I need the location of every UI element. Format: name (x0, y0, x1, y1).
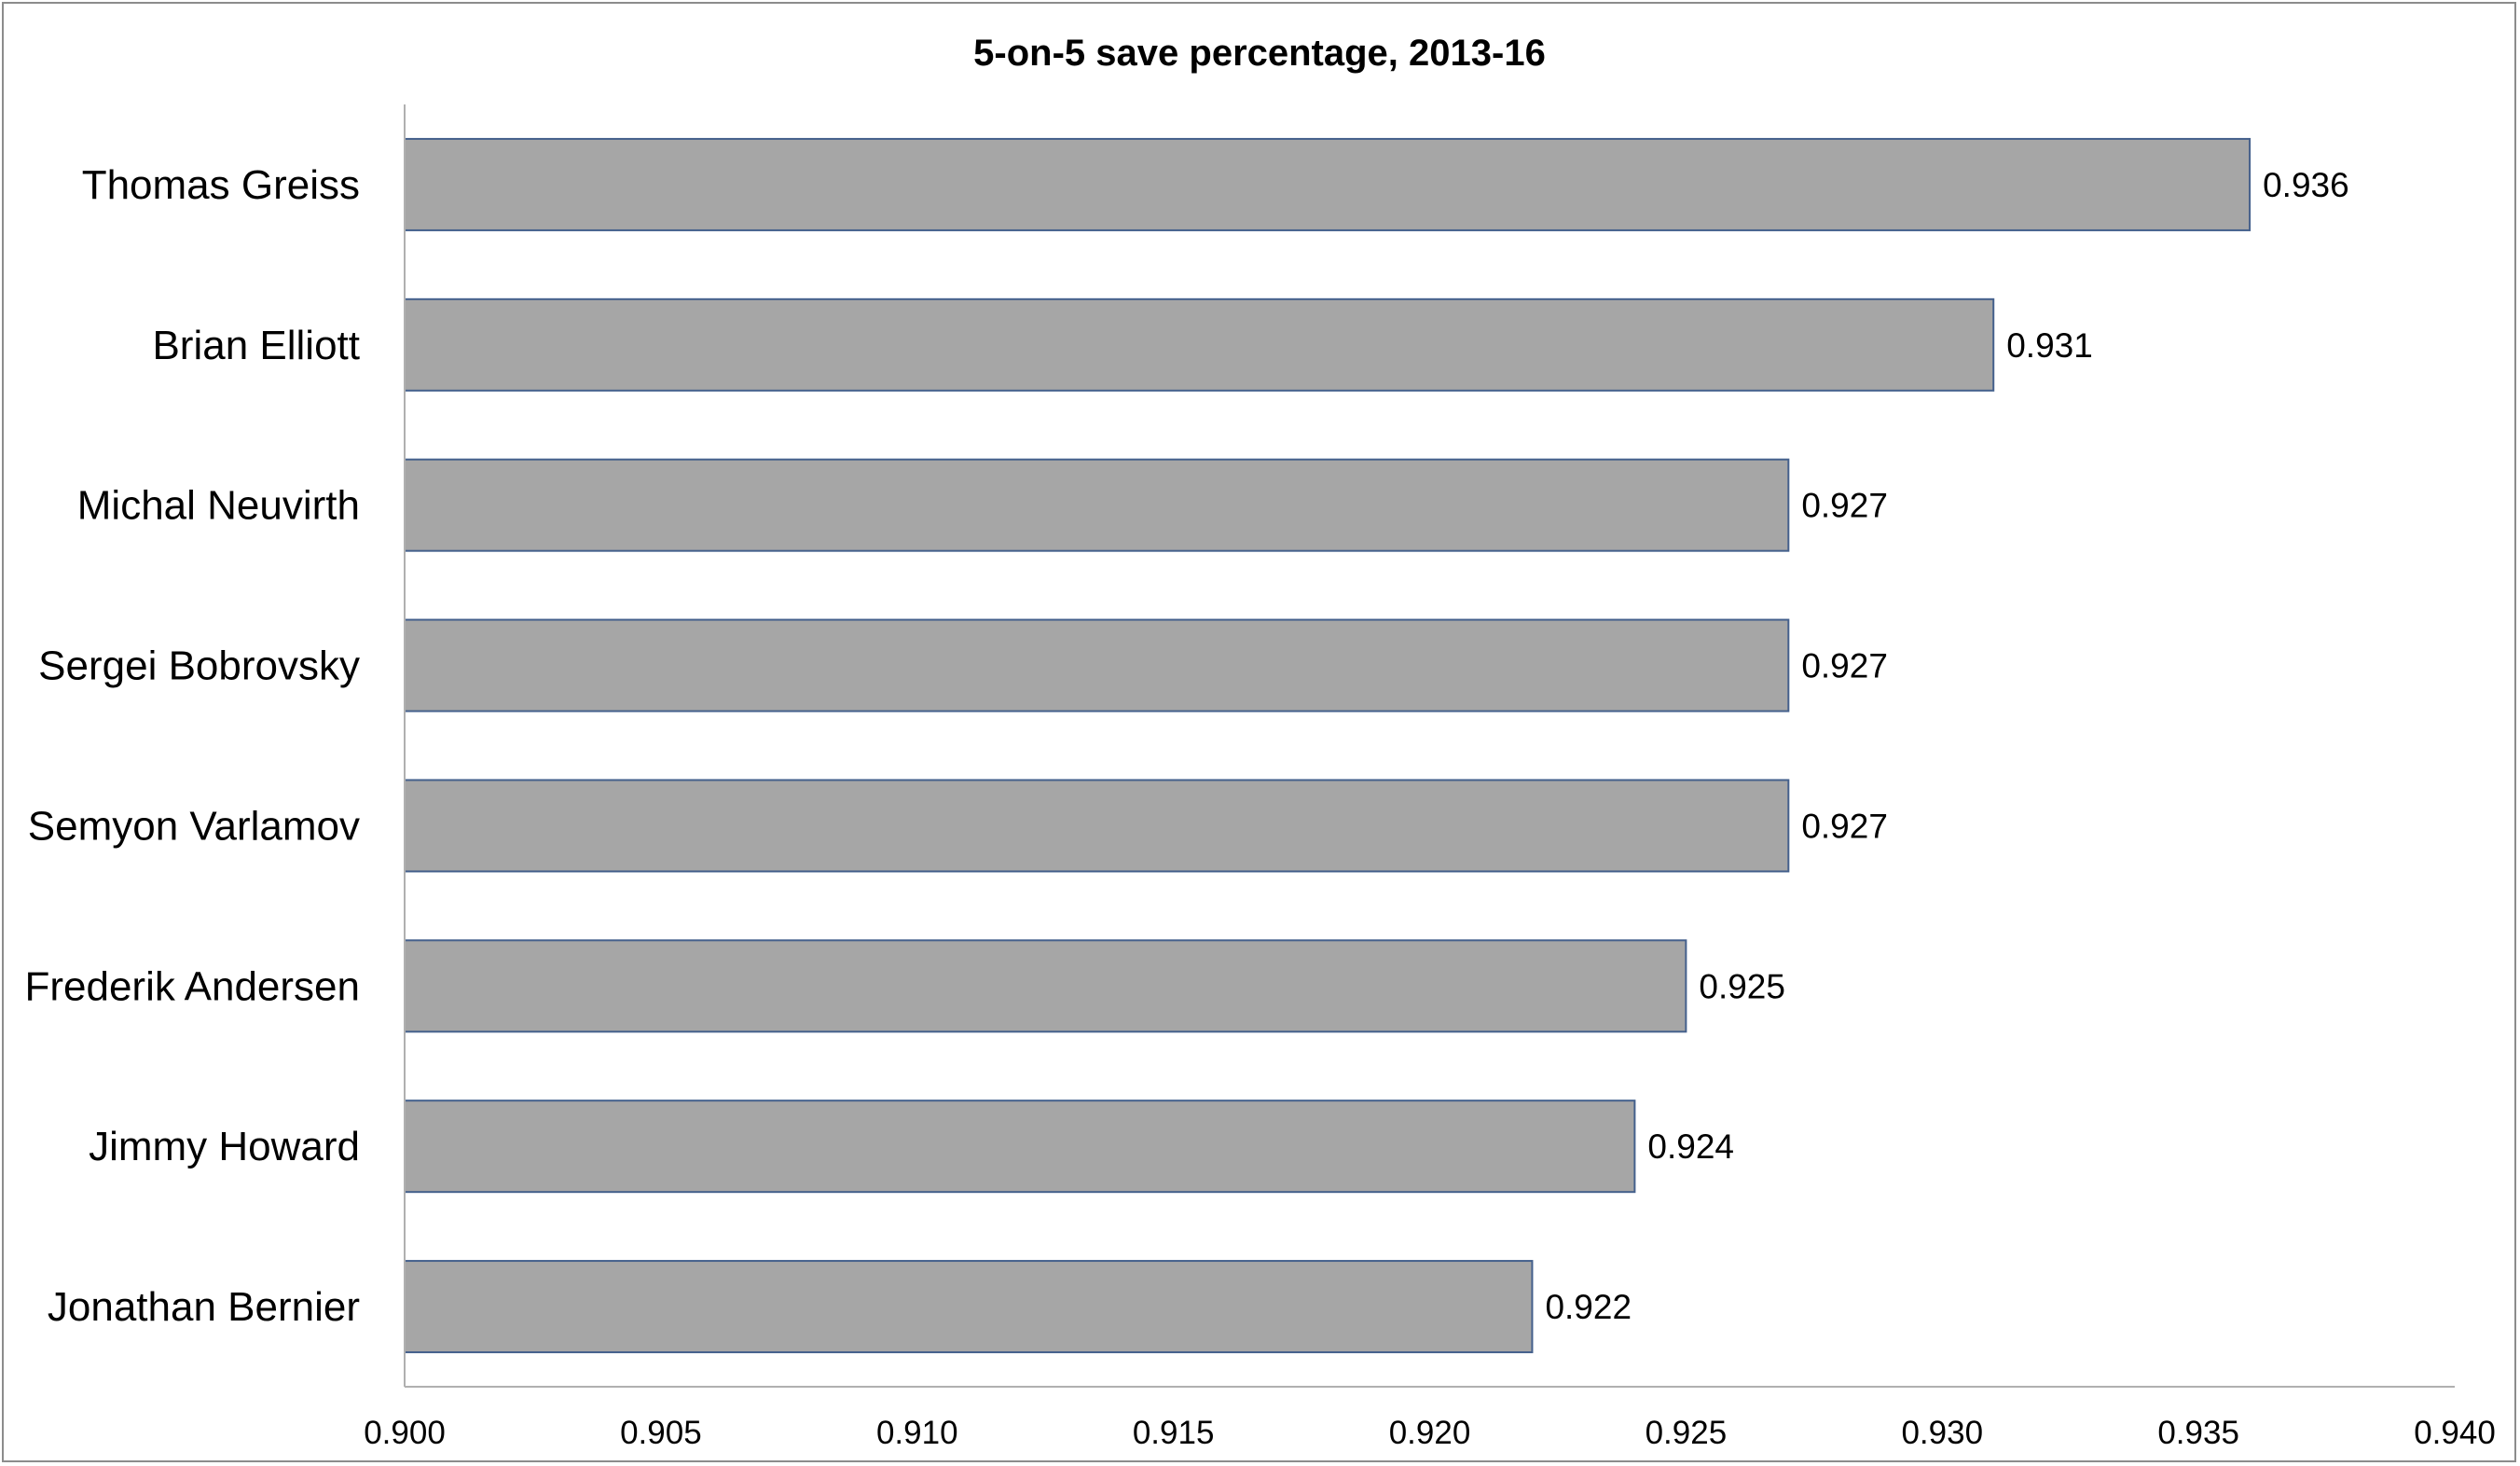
bar (404, 297, 1995, 392)
bars-group (404, 137, 2251, 1354)
category-label: Jonathan Bernier (48, 1284, 360, 1330)
data-label: 0.927 (1801, 487, 1888, 525)
x-tick-label: 0.930 (1901, 1415, 1983, 1451)
data-label: 0.931 (2006, 326, 2093, 365)
category-label: Frederik Andersen (24, 963, 360, 1009)
category-labels: Thomas Greiss Brian Elliott Michal Neuvirt… (24, 162, 360, 1330)
x-tick-label: 0.900 (364, 1415, 446, 1451)
bar (404, 939, 1687, 1033)
category-label: Michal Neuvirth (77, 483, 360, 529)
x-tick-labels: 0.900 0.905 0.910 0.915 0.920 0.925 0.930 0.935… (364, 1415, 2496, 1451)
x-tick-label: 0.925 (1646, 1415, 1728, 1451)
data-label: 0.936 (2263, 166, 2349, 204)
axes-group (404, 104, 2455, 1388)
x-tick-label: 0.940 (2414, 1415, 2496, 1451)
category-label: Brian Elliott (152, 323, 360, 368)
x-tick-label: 0.910 (876, 1415, 958, 1451)
data-label: 0.925 (1699, 967, 1785, 1005)
x-tick-label: 0.920 (1389, 1415, 1471, 1451)
category-label: Semyon Varlamov (28, 803, 360, 849)
data-label: 0.927 (1801, 807, 1888, 845)
bar (404, 618, 1790, 712)
data-label: 0.924 (1647, 1127, 1734, 1166)
data-label: 0.927 (1801, 647, 1888, 685)
bar (404, 1100, 1636, 1194)
x-tick-label: 0.905 (620, 1415, 702, 1451)
bar (404, 779, 1790, 873)
data-labels: 0.936 0.931 0.927 0.927 0.927 0.925 0.924 0.922 (1545, 166, 2348, 1326)
bar (404, 137, 2251, 231)
data-label: 0.922 (1545, 1288, 1632, 1326)
category-label: Jimmy Howard (89, 1124, 360, 1169)
category-label: Sergei Bobrovsky (38, 643, 360, 689)
x-tick-label: 0.915 (1133, 1415, 1215, 1451)
chart-title: 5-on-5 save percentage, 2013-16 (973, 33, 1546, 74)
category-label: Thomas Greiss (82, 162, 360, 208)
bar (404, 1260, 1534, 1354)
bar (404, 458, 1790, 552)
x-tick-label: 0.935 (2157, 1415, 2239, 1451)
